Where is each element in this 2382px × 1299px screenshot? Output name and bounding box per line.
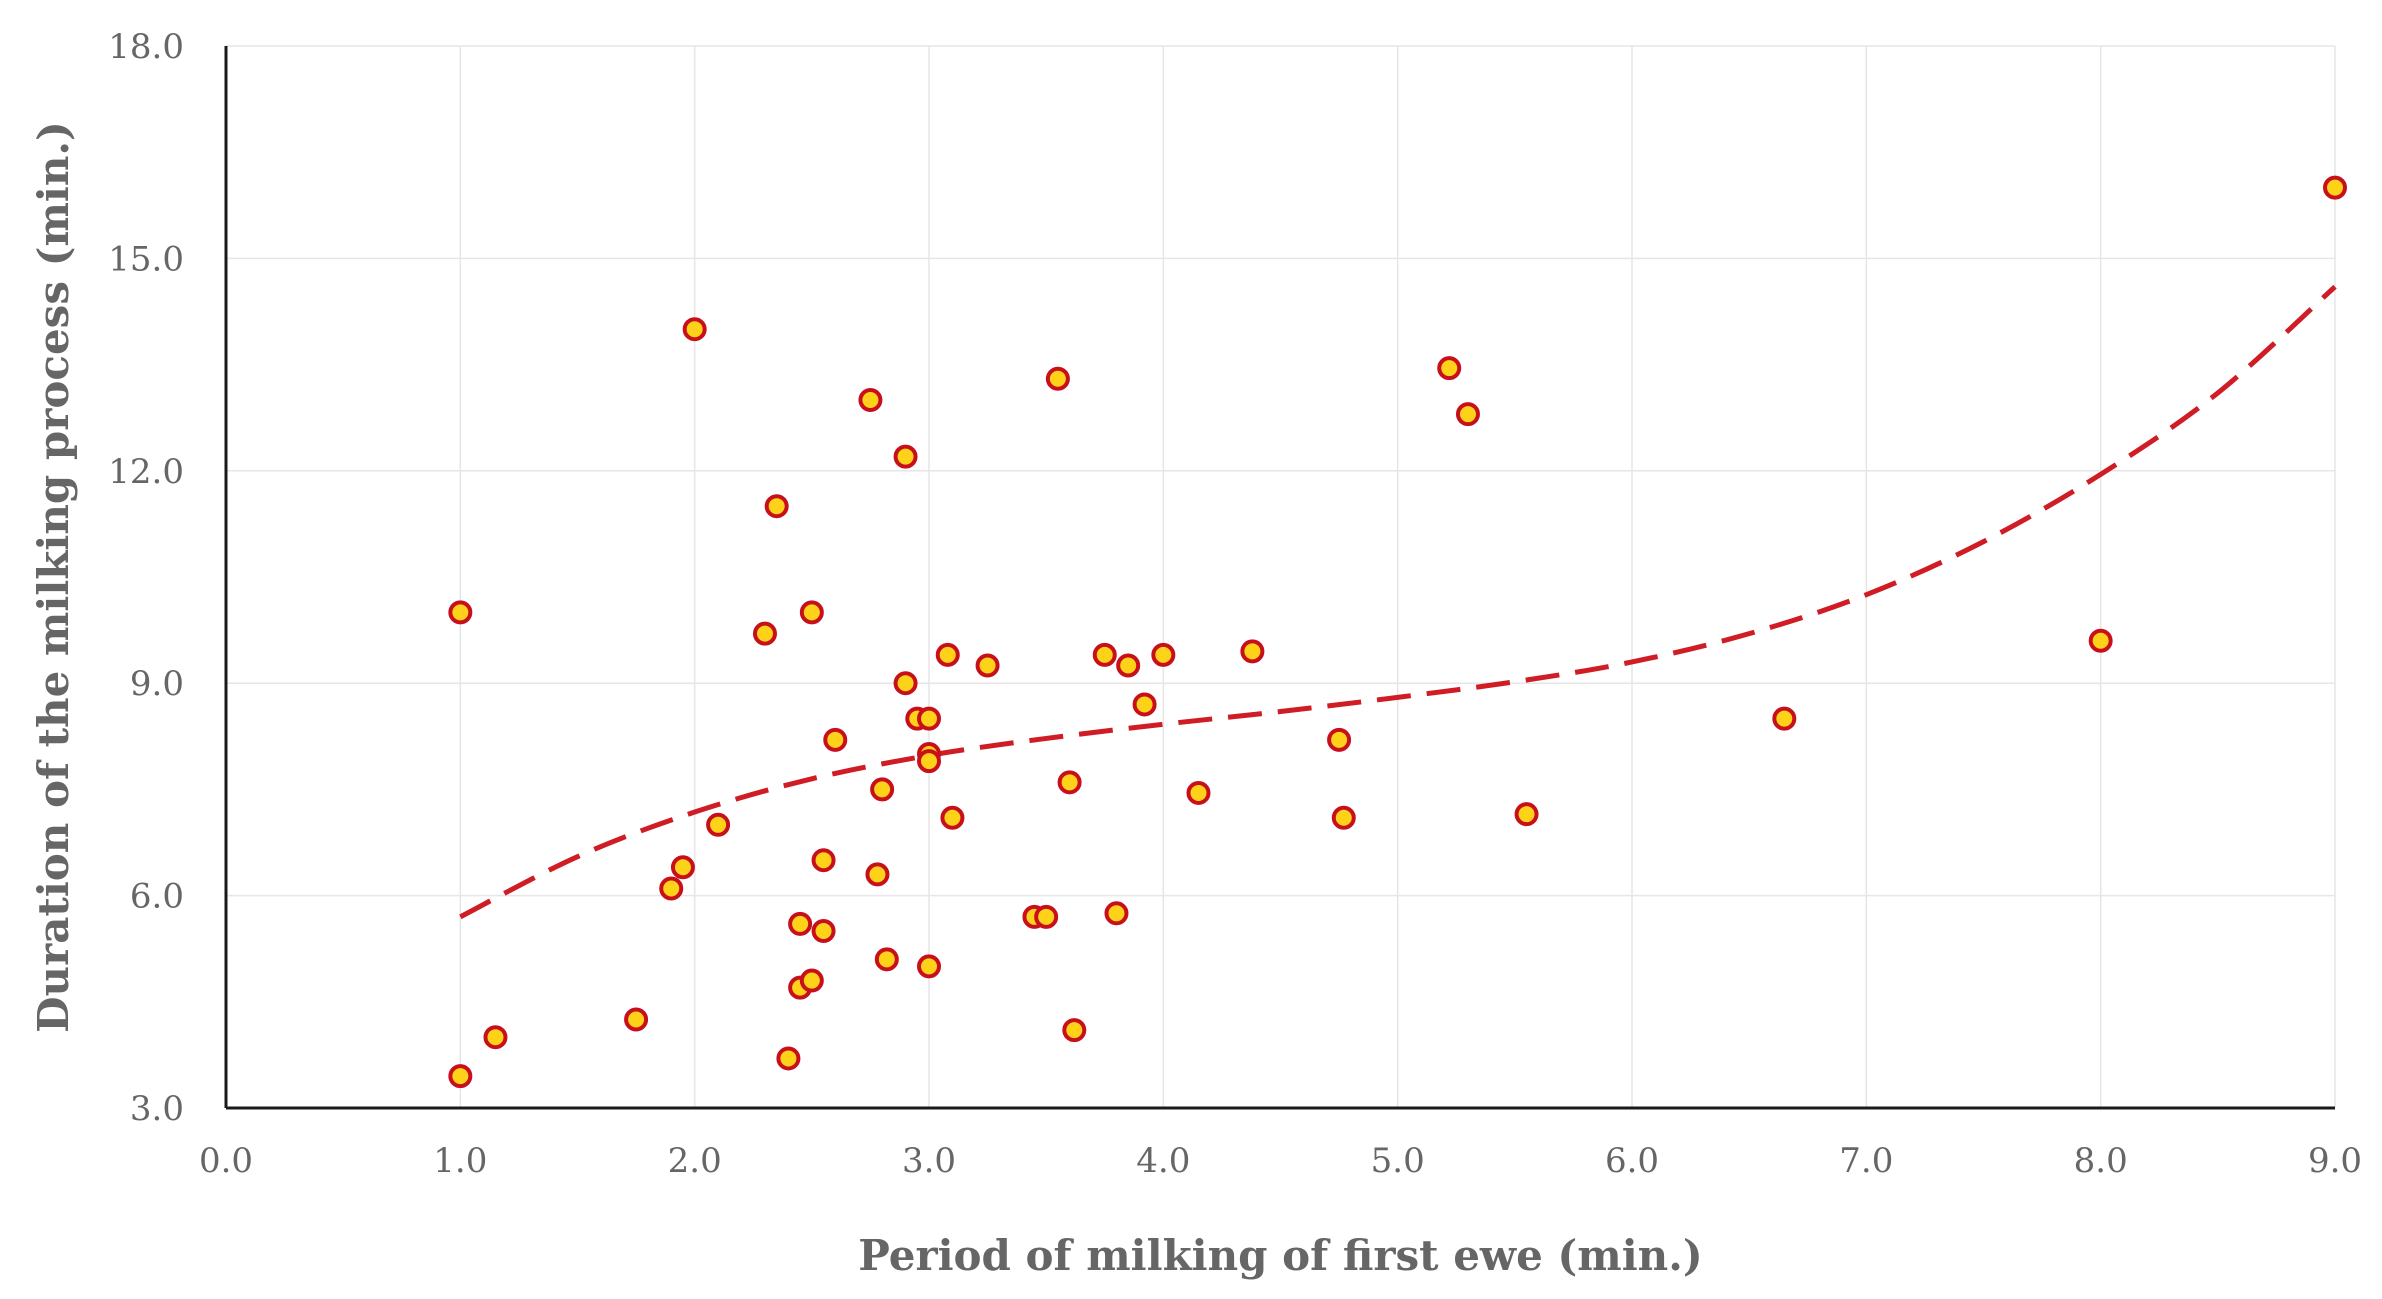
x-tick-label: 8.0: [2074, 1141, 2128, 1181]
data-point: [483, 1025, 508, 1050]
data-point: [1437, 356, 1462, 381]
data-point: [799, 600, 824, 625]
data-point: [858, 388, 883, 412]
data-point: [1186, 780, 1211, 805]
data-point: [811, 919, 836, 943]
data-point: [624, 1007, 649, 1032]
x-tick-label: 7.0: [1839, 1141, 1893, 1181]
data-point: [1151, 642, 1176, 667]
data-point: [682, 317, 707, 342]
data-point: [874, 947, 899, 972]
data-point: [1132, 692, 1157, 717]
x-tick-label: 6.0: [1605, 1141, 1659, 1181]
x-tick-label: 9.0: [2308, 1141, 2362, 1181]
trendline: [459, 284, 2337, 920]
data-point: [935, 642, 960, 667]
y-tick-label: 18.0: [108, 27, 184, 67]
y-tick-label: 9.0: [130, 664, 184, 704]
data-point: [1240, 639, 1265, 664]
y-tick-label: 3.0: [130, 1089, 184, 1129]
data-point: [799, 968, 824, 993]
x-tick-labels: 0.0 1.0 2.0 3.0 4.0 5.0 6.0 7.0 8.0 9.0: [199, 1141, 2362, 1181]
data-point: [865, 862, 890, 887]
data-point: [917, 954, 941, 979]
data-point: [1331, 805, 1356, 830]
x-tick-label: 3.0: [902, 1141, 956, 1181]
data-point: [448, 600, 473, 625]
data-point: [940, 805, 965, 830]
data-point: [1514, 802, 1539, 827]
data-point: [1034, 904, 1059, 929]
data-point: [975, 653, 1000, 678]
data-point: [811, 848, 836, 873]
data-point: [788, 911, 813, 936]
data-point: [706, 812, 731, 837]
data-point: [823, 727, 848, 752]
data-point: [2088, 628, 2113, 653]
y-tick-label: 6.0: [130, 877, 184, 917]
x-tick-label: 2.0: [668, 1141, 722, 1181]
data-point: [917, 706, 941, 731]
x-tick-label: 1.0: [433, 1141, 487, 1181]
x-tick-label: 5.0: [1371, 1141, 1425, 1181]
axes: [224, 46, 2335, 1110]
x-tick-label: 0.0: [199, 1141, 253, 1181]
data-point: [917, 749, 941, 774]
x-tick-label: 4.0: [1136, 1141, 1190, 1181]
data-point: [1116, 653, 1141, 678]
data-point: [893, 444, 918, 469]
data-point: [1327, 727, 1352, 752]
data-point: [1092, 642, 1117, 667]
data-point: [670, 855, 695, 880]
y-tick-labels: 3.0 6.0 9.0 12.0 15.0 18.0: [108, 27, 184, 1129]
y-tick-label: 15.0: [108, 239, 184, 279]
data-point: [752, 621, 777, 646]
data-point: [2323, 175, 2347, 200]
grid-lines: [226, 45, 2336, 1108]
data-point: [1057, 770, 1082, 795]
data-point: [870, 777, 895, 802]
data-point: [776, 1046, 801, 1071]
data-point: [1045, 366, 1070, 391]
x-axis-title: Period of milking of first ewe (min.): [858, 1231, 1702, 1280]
data-point: [1455, 402, 1480, 427]
data-point: [764, 494, 789, 519]
data-point: [893, 671, 918, 696]
y-tick-label: 12.0: [108, 452, 184, 492]
data-point: [448, 1064, 473, 1089]
data-point: [1062, 1018, 1087, 1043]
data-point: [659, 876, 684, 901]
data-point: [1104, 901, 1129, 926]
data-point: [1772, 706, 1797, 731]
y-axis-title: Duration of the milking process (min.): [29, 121, 78, 1033]
data-points: [448, 175, 2347, 1089]
